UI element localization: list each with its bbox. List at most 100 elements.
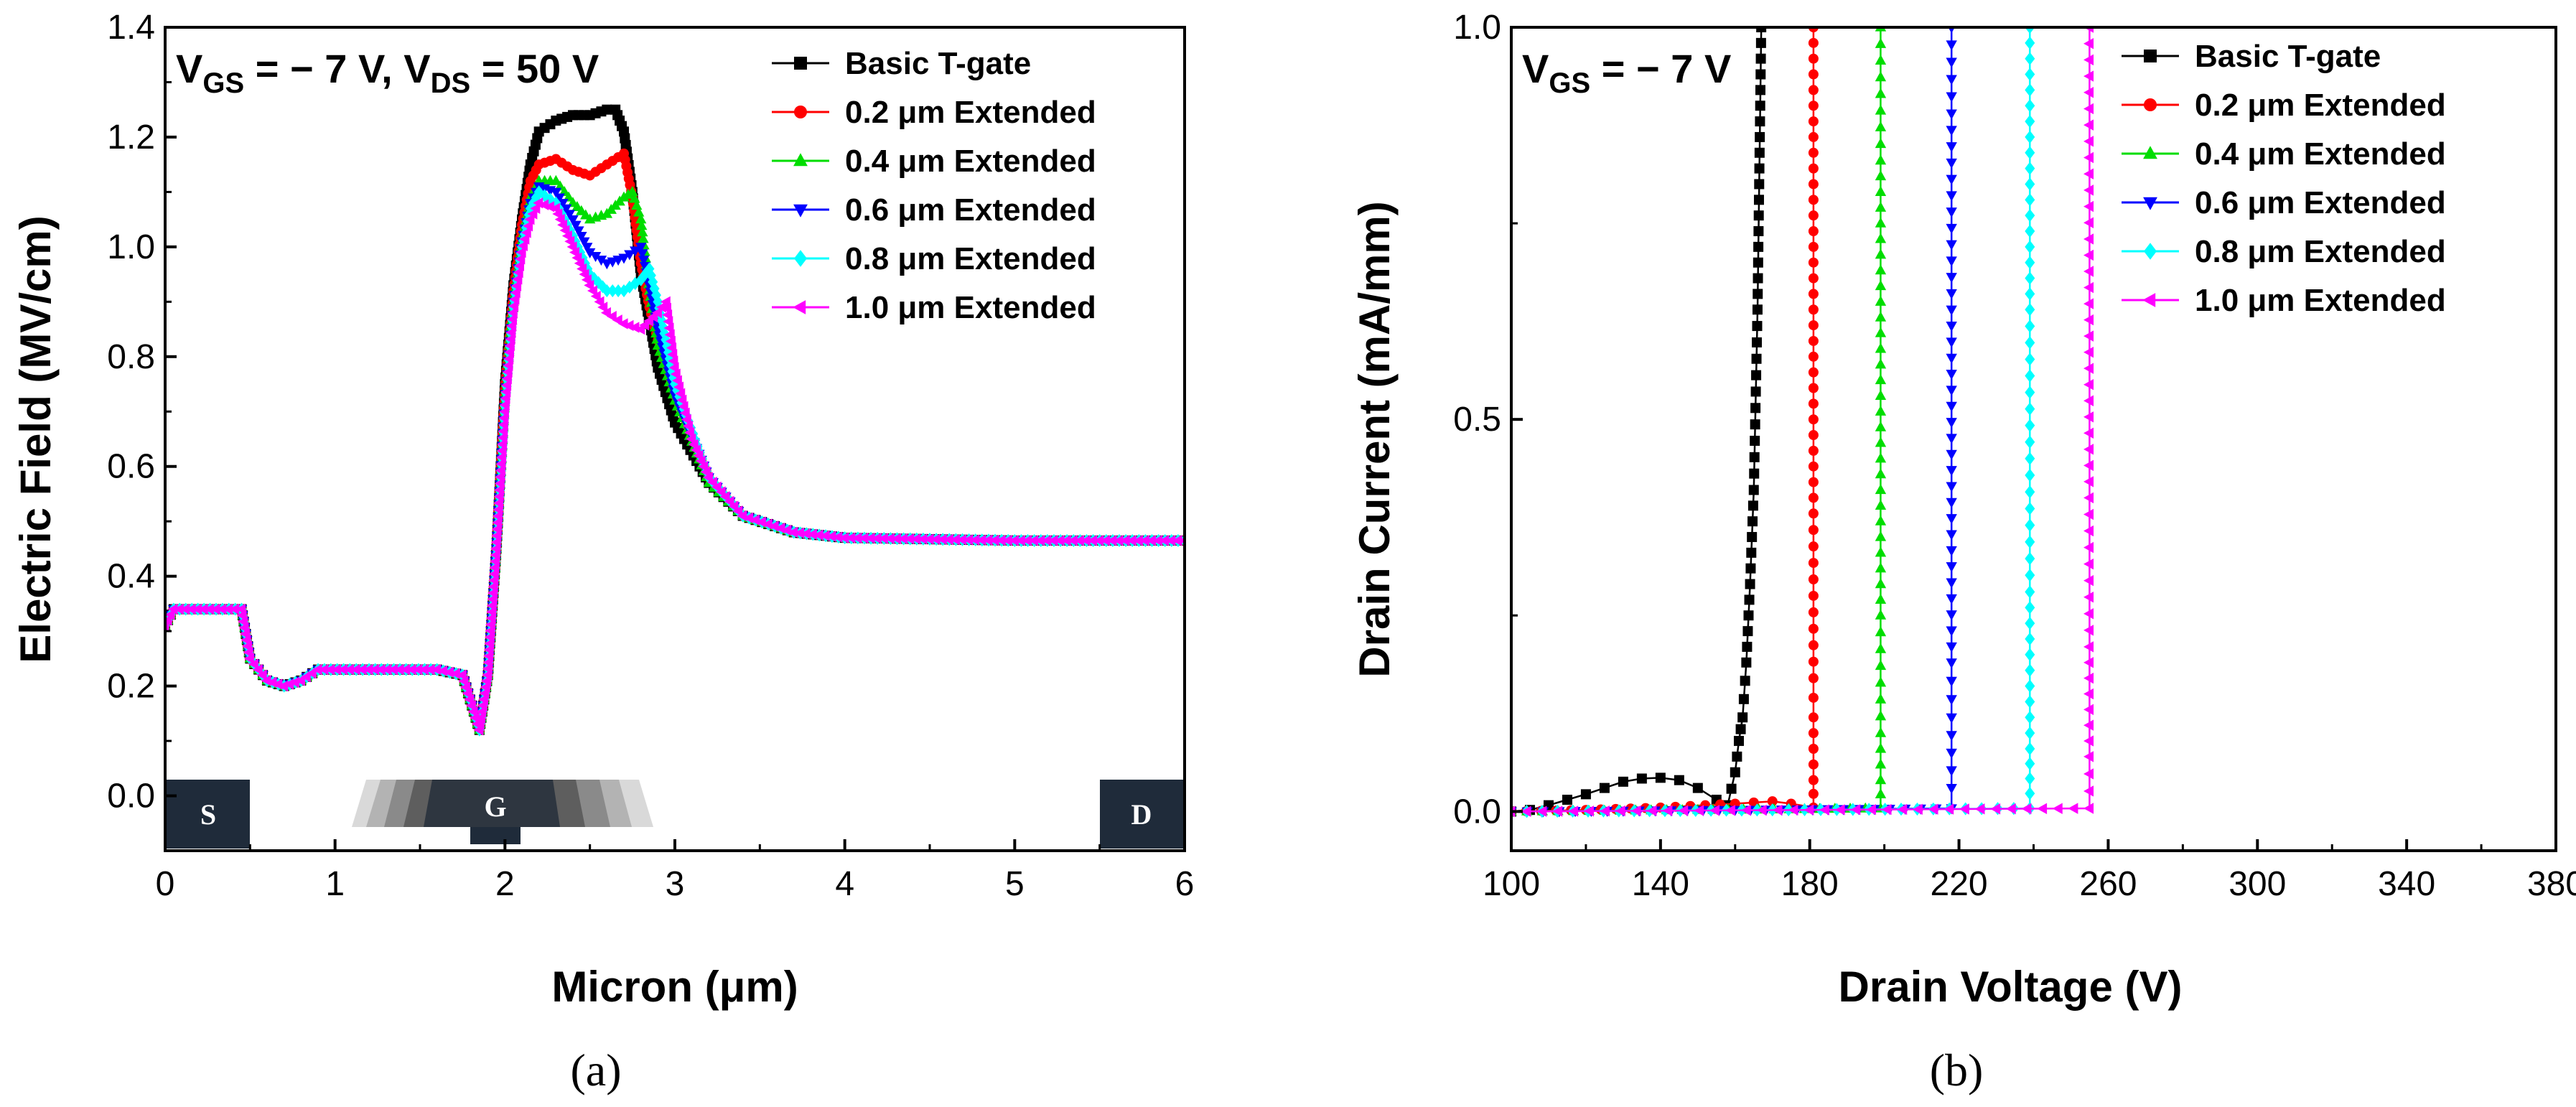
marker-b-1-54 — [1808, 241, 1819, 252]
marker-b-0-7 — [1636, 773, 1647, 784]
marker-b-4-51 — [2025, 518, 2035, 532]
marker-a-4-167 — [584, 268, 595, 281]
marker-b-4-75 — [2025, 130, 2035, 144]
marker-b-2-64 — [1875, 170, 1887, 181]
marker-b-5-5 — [1583, 805, 1594, 817]
marker-a-5-249 — [930, 533, 941, 545]
marker-b-5-11 — [1678, 805, 1689, 816]
marker-a-5-13 — [229, 603, 240, 615]
marker-b-3-34 — [1946, 695, 1957, 706]
x-tick-label-b-0: 100 — [1483, 865, 1540, 903]
marker-a-5-272 — [1081, 535, 1091, 546]
marker-b-5-38 — [2083, 785, 2094, 797]
marker-b-5-4 — [1568, 805, 1579, 817]
y-axis-title-b: Drain Current (mA/mm) — [1350, 201, 1399, 677]
marker-b-4-38 — [2025, 727, 2035, 740]
marker-b-5-39 — [2083, 768, 2094, 780]
marker-b-0-10 — [1692, 783, 1703, 793]
marker-b-3-71 — [1946, 92, 1957, 103]
marker-b-5-10 — [1662, 805, 1673, 816]
y-tick-label-a-3: 0.6 — [107, 448, 155, 486]
marker-a-3-161 — [570, 220, 582, 231]
marker-a-5-286 — [1172, 535, 1182, 546]
marker-a-5-195 — [671, 375, 682, 386]
caption-a: (a) — [570, 1045, 621, 1096]
marker-b-5-34 — [2037, 803, 2048, 815]
marker-b-5-63 — [2083, 379, 2094, 391]
y-tick-label-b-2: 1.0 — [1453, 9, 1501, 47]
marker-b-0-45 — [1753, 273, 1763, 284]
marker-b-4-53 — [2025, 485, 2035, 499]
marker-b-0-16 — [1733, 736, 1744, 747]
marker-b-0-37 — [1750, 403, 1761, 414]
legend-label-b-5: 1.0 μm Extended — [2195, 283, 2446, 318]
marker-a-5-44 — [369, 663, 380, 676]
marker-a-4-176 — [630, 276, 640, 290]
marker-a-5-250 — [936, 533, 947, 546]
marker-a-5-58 — [456, 669, 467, 681]
marker-b-1-62 — [1808, 116, 1819, 127]
marker-b-0-36 — [1750, 419, 1760, 430]
marker-a-3-155 — [550, 187, 562, 198]
marker-b-2-59 — [1875, 248, 1887, 259]
marker-b-0-5 — [1599, 783, 1610, 793]
marker-a-5-228 — [794, 527, 805, 539]
marker-b-5-75 — [2083, 184, 2094, 196]
marker-b-1-32 — [1808, 590, 1819, 601]
marker-b-0-44 — [1753, 289, 1763, 299]
marker-a-4-152 — [539, 189, 550, 202]
marker-b-0-26 — [1745, 579, 1755, 589]
marker-a-4-163 — [575, 246, 586, 259]
marker-b-4-65 — [2025, 287, 2035, 301]
marker-b-5-33 — [2021, 803, 2032, 815]
marker-a-5-43 — [363, 663, 373, 676]
marker-a-5-282 — [1146, 535, 1157, 546]
marker-b-1-25 — [1808, 712, 1819, 723]
marker-b-5-26 — [1912, 803, 1923, 816]
marker-a-5-189 — [665, 335, 676, 347]
marker-a-5-260 — [1002, 535, 1012, 546]
marker-b-0-43 — [1752, 304, 1763, 315]
marker-b-2-27 — [1875, 758, 1887, 769]
x-tick-label-b-3: 220 — [1931, 865, 1988, 903]
legend-marker-b-4 — [2144, 243, 2157, 260]
marker-b-3-31 — [1946, 748, 1957, 759]
x-axis-title-a: Micron (μm) — [551, 963, 798, 1011]
marker-a-5-219 — [737, 510, 747, 522]
gate-foot — [470, 827, 521, 844]
marker-a-5-252 — [950, 533, 961, 546]
marker-a-5-64 — [467, 706, 478, 717]
marker-a-5-264 — [1028, 535, 1039, 546]
marker-a-5-59 — [458, 676, 469, 687]
marker-a-2-174 — [627, 186, 638, 196]
marker-b-3-57 — [1946, 322, 1957, 332]
marker-b-1-36 — [1808, 525, 1819, 536]
marker-a-5-232 — [819, 530, 830, 541]
marker-b-5-53 — [2083, 541, 2094, 554]
marker-a-3-160 — [567, 215, 579, 226]
marker-b-5-50 — [2083, 592, 2094, 603]
marker-a-2-179 — [636, 220, 648, 230]
marker-b-5-44 — [2083, 688, 2094, 700]
marker-b-1-60 — [1808, 147, 1819, 158]
marker-b-3-58 — [1946, 305, 1957, 316]
x-tick-label-a-4: 4 — [835, 865, 854, 903]
marker-b-4-54 — [2025, 468, 2035, 482]
marker-a-4-173 — [613, 284, 624, 298]
marker-b-3-68 — [1946, 142, 1957, 153]
marker-b-5-12 — [1694, 805, 1704, 816]
marker-b-5-66 — [2083, 330, 2094, 342]
marker-a-5-144 — [521, 227, 531, 238]
marker-a-5-256 — [976, 534, 986, 546]
marker-a-5-201 — [681, 414, 691, 426]
marker-b-5-72 — [2083, 233, 2094, 245]
marker-b-1-65 — [1808, 69, 1819, 80]
marker-b-4-71 — [2025, 193, 2035, 207]
annotation-a: VGS = − 7 V, VDS = 50 V — [176, 46, 599, 99]
marker-a-5-63 — [465, 700, 476, 711]
marker-a-5-213 — [711, 481, 722, 493]
marker-b-2-36 — [1875, 609, 1887, 620]
legend-marker-a-1 — [794, 106, 807, 118]
marker-a-5-168 — [590, 290, 601, 302]
marker-a-5-56 — [444, 666, 454, 678]
